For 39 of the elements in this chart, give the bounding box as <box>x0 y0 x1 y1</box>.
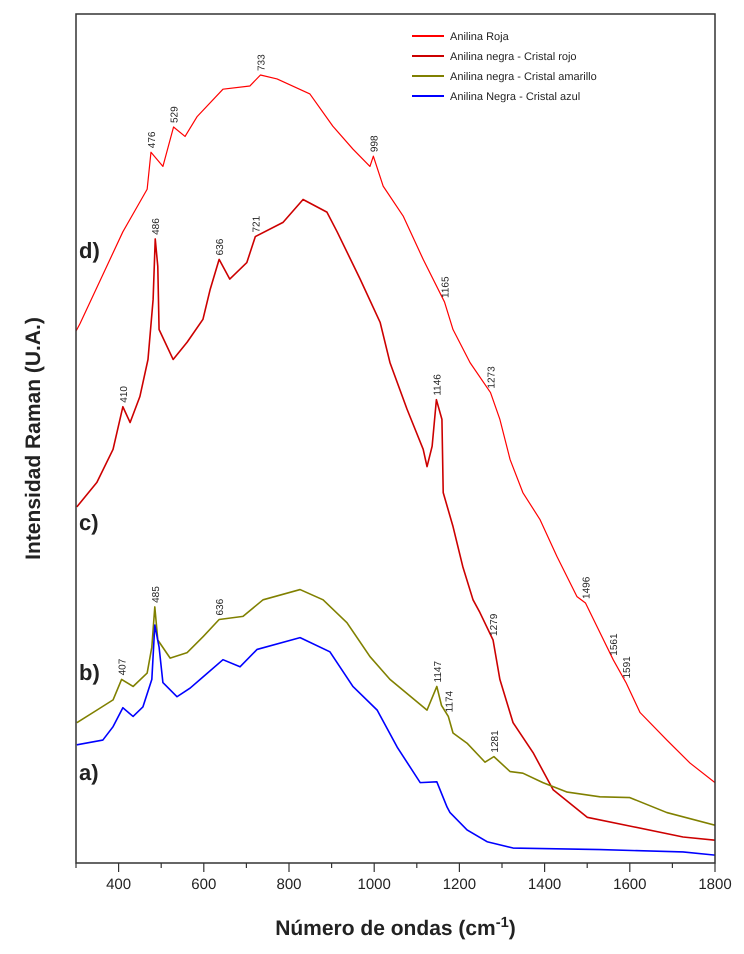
annotation: 636 <box>215 238 226 256</box>
annotation: 1273 <box>486 366 498 389</box>
annotation: 1496 <box>581 576 592 599</box>
annotation: 476 <box>146 131 158 148</box>
x-tick-label: 400 <box>106 876 132 893</box>
x-tick-label: 1200 <box>442 876 476 893</box>
x-axis-title: Número de ondas (cm$^{-1}$) <box>275 915 516 940</box>
legend-label: Anilina Roja <box>450 31 510 43</box>
annotation: 1146 <box>432 374 444 396</box>
annotation: 1174 <box>444 690 456 712</box>
annotation: 485 <box>150 586 162 603</box>
annotation: 486 <box>151 218 162 235</box>
x-tick-label: 600 <box>191 876 216 893</box>
x-tick-label: 800 <box>276 876 302 893</box>
annotation: 636 <box>215 598 226 616</box>
annotation: d) <box>79 238 100 263</box>
annotation: 529 <box>170 106 181 124</box>
legend-label: Anilina negra - Cristal amarillo <box>450 71 597 83</box>
x-tick-label: 1600 <box>613 876 646 893</box>
y-axis-title: Intensidad Raman (U.A.) <box>22 317 45 560</box>
annotation: 1281 <box>490 730 501 753</box>
annotation: 998 <box>369 135 380 152</box>
x-tick-label: 1800 <box>698 876 732 893</box>
legend-label: Anilina negra - Cristal rojo <box>450 51 577 63</box>
annotation: 1591 <box>622 656 633 679</box>
annotation: 1165 <box>440 276 452 298</box>
annotation: 1147 <box>432 660 444 682</box>
annotation: c) <box>79 510 99 535</box>
annotation: 1561 <box>609 633 620 656</box>
annotation: 1279 <box>489 613 500 636</box>
annotation: 721 <box>251 215 262 233</box>
annotation: 407 <box>118 658 129 676</box>
x-tick-label: 1000 <box>358 876 391 893</box>
annotation: b) <box>79 660 100 685</box>
annotation: 733 <box>256 54 268 71</box>
annotation: a) <box>79 760 99 785</box>
annotation: 410 <box>118 386 130 403</box>
x-tick-label: 1400 <box>528 876 562 893</box>
legend-label: Anilina Negra - Cristal azul <box>450 91 580 103</box>
